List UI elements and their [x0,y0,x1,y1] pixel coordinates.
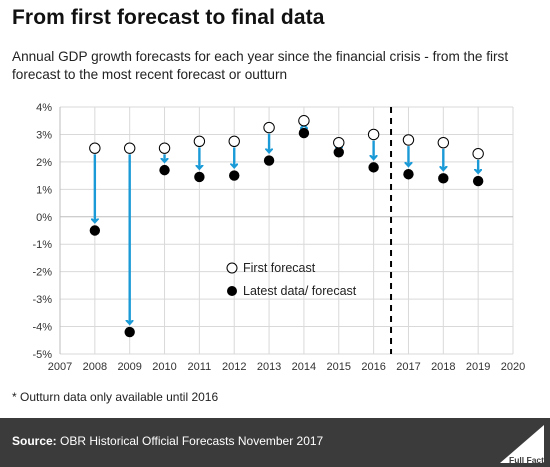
latest-data-point [229,170,240,181]
chart-subtitle: Annual GDP growth forecasts for each yea… [12,49,509,82]
latest-data-point [438,173,449,184]
x-tick-label: 2010 [152,361,176,373]
latest-data-point [89,225,101,236]
full-fact-logo-icon [500,425,544,463]
x-tick-label: 2008 [83,361,107,373]
x-tick-label: 2018 [431,361,455,373]
logo-wordmark: Full Fact [509,455,544,465]
gridlines [59,106,514,355]
first-forecast-point [298,115,310,127]
first-forecast-point [333,136,345,149]
first-forecast-point [472,147,484,160]
x-tick-label: 2012 [222,361,246,373]
source-label: Source: [12,434,57,448]
latest-data-point [403,169,414,180]
y-tick-label: -5% [32,349,52,361]
first-forecast-point [228,135,240,148]
y-tick-label: 3% [36,129,52,141]
x-tick-label: 2007 [48,361,72,373]
footer-bar: Source: OBR Historical Official Forecast… [0,418,550,467]
latest-data-point [263,155,275,166]
y-tick-label: 2% [36,157,52,169]
first-forecast-point [437,136,450,149]
latest-data-point [124,326,135,338]
legend-latest-label: Latest data/ forecast [243,284,357,298]
y-tick-label: 4% [36,102,52,114]
x-tick-label: 2014 [292,361,316,373]
y-tick-label: -3% [32,294,52,306]
latest-data-point [333,147,344,158]
data-marks [89,107,484,354]
legend-first-forecast-label: First forecast [243,261,316,275]
first-forecast-point [123,142,136,154]
x-tick-label: 2020 [501,361,525,373]
latest-data-point [159,164,170,176]
x-tick-label: 2016 [361,361,385,373]
x-tick-label: 2017 [396,361,420,373]
source-line: Source: OBR Historical Official Forecast… [12,434,323,448]
first-forecast-point [193,135,206,148]
x-tick-label: 2015 [327,361,351,373]
legend-first-forecast-marker [226,262,238,274]
chart-title: From first forecast to final data [12,6,325,29]
x-tick-label: 2013 [257,361,281,373]
footnote: * Outturn data only available until 2016 [12,390,219,404]
latest-data-point [472,175,484,187]
y-tick-label: 0% [36,212,52,224]
legend: First forecast Latest data/ forecast [226,261,357,298]
source-text: OBR Historical Official Forecasts Novemb… [60,434,324,448]
y-tick-label: -4% [32,322,52,334]
y-tick-label: 1% [36,184,52,196]
y-tick-label: -1% [32,239,52,251]
y-tick-label: -2% [32,267,52,279]
first-forecast-point [89,142,101,154]
latest-data-point [194,171,205,183]
latest-data-point [368,162,379,173]
x-tick-label: 2009 [117,361,141,373]
axes: 4% 3% 2% 1% 0% -1% -2% -3% -4% -5%2007 2008 2009 201… [32,102,525,373]
gdp-forecast-chart: 4% 3% 2% 1% 0% -1% -2% -3% -4% -5%2007 2008 2009 201… [32,102,525,373]
first-forecast-point [367,128,380,141]
x-tick-label: 2011 [188,361,212,373]
first-forecast-point [158,142,171,154]
x-tick-label: 2019 [466,361,490,373]
first-forecast-point [263,121,275,134]
first-forecast-point [402,134,415,146]
legend-latest-marker [227,286,237,296]
latest-data-point [298,127,310,139]
